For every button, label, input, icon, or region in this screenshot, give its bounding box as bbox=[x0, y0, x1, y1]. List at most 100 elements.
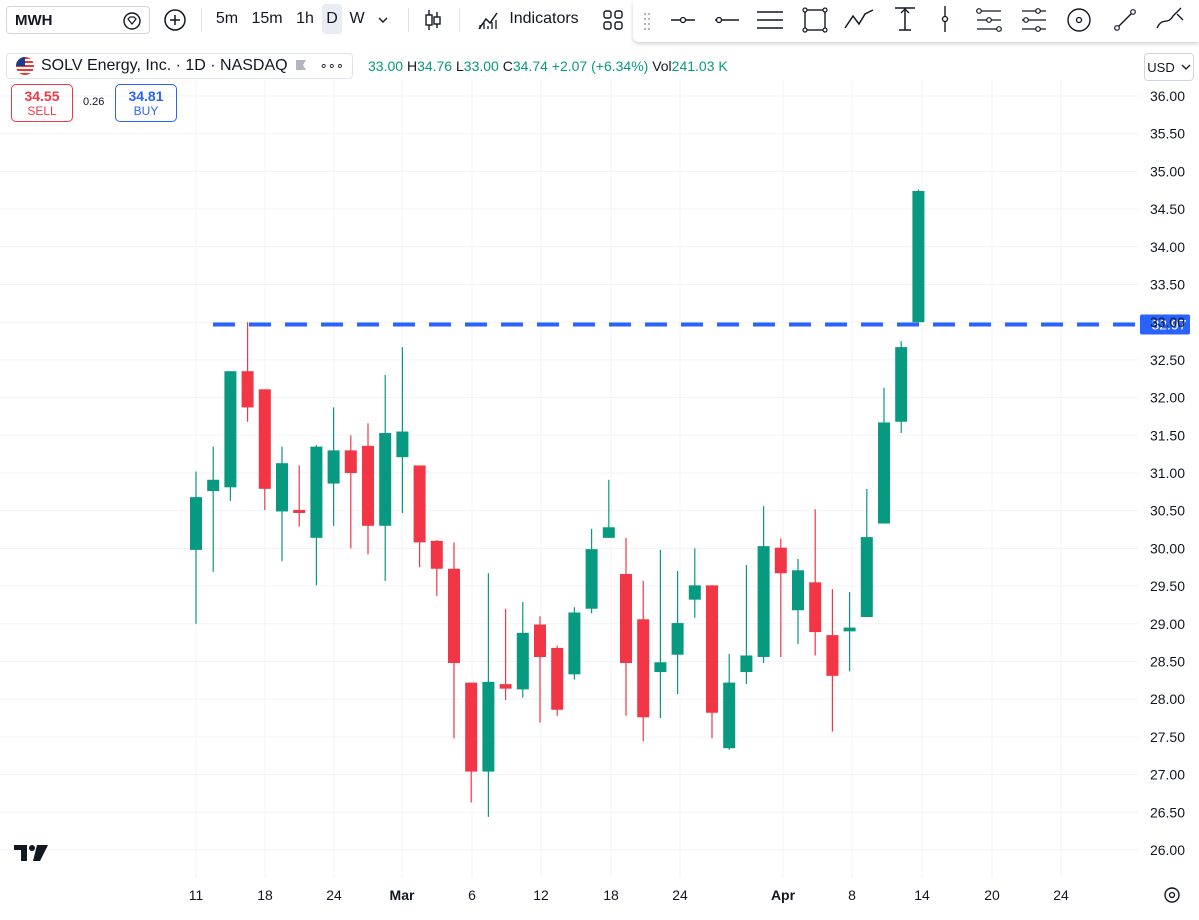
currency-select[interactable]: USD bbox=[1144, 53, 1194, 81]
candle-body bbox=[774, 547, 787, 574]
candle bbox=[207, 446, 220, 572]
indicators-icon[interactable] bbox=[476, 7, 500, 33]
candle bbox=[516, 601, 529, 698]
price-axis[interactable]: 26.00 26.50 27.00 27.50 28.00 28.50 29.00 29.50… bbox=[1150, 88, 1185, 858]
close-value: 34.74 bbox=[512, 58, 548, 74]
price-tick-label: 33.00 bbox=[1150, 314, 1185, 330]
volume-label: Vol bbox=[652, 58, 672, 74]
price-tick-label: 30.50 bbox=[1150, 503, 1185, 519]
sell-price: 34.55 bbox=[24, 88, 60, 104]
legend-title-box[interactable]: SOLV Energy, Inc. · 1D · NASDAQ ∘∘∘ bbox=[6, 53, 354, 79]
candle-body bbox=[293, 509, 306, 513]
timeframe-5m[interactable]: 5m bbox=[215, 10, 239, 27]
candle bbox=[706, 585, 718, 739]
candle-body bbox=[465, 682, 478, 772]
timeframe-15m[interactable]: 15m bbox=[251, 10, 283, 27]
timeframe-d[interactable]: D bbox=[322, 4, 342, 34]
candle-body bbox=[637, 619, 650, 718]
rectangle-icon[interactable] bbox=[801, 6, 829, 34]
diamond-icon[interactable] bbox=[122, 11, 142, 31]
candle-body bbox=[860, 537, 873, 618]
path-icon[interactable] bbox=[843, 6, 875, 34]
price-tick-label: 29.50 bbox=[1150, 578, 1185, 594]
candle bbox=[620, 537, 632, 716]
price-tick-label: 31.00 bbox=[1150, 465, 1185, 481]
high-label: H bbox=[406, 58, 418, 74]
close-label: C bbox=[502, 58, 513, 74]
candle-body bbox=[448, 568, 460, 664]
layout-grid-icon[interactable] bbox=[602, 9, 624, 31]
settings-icon[interactable] bbox=[1164, 887, 1180, 903]
time-tick-label: 24 bbox=[672, 887, 688, 903]
high-value: 34.76 bbox=[417, 58, 453, 74]
horizontal-line-icon[interactable] bbox=[713, 8, 741, 32]
flag-icon[interactable] bbox=[294, 58, 308, 74]
price-tick-label: 27.00 bbox=[1150, 767, 1185, 783]
candle bbox=[430, 540, 443, 596]
candles-icon[interactable] bbox=[421, 7, 445, 33]
drag-handle-icon[interactable] bbox=[643, 12, 651, 30]
candle-body bbox=[310, 446, 323, 538]
time-tick-label: 11 bbox=[189, 887, 204, 903]
buy-price: 34.81 bbox=[128, 88, 164, 104]
timeframe-w[interactable]: W bbox=[349, 10, 365, 27]
open-value: 33.00 bbox=[368, 58, 404, 74]
symbol-search[interactable]: MWH bbox=[6, 6, 150, 34]
legend-title: SOLV Energy, Inc. · 1D · NASDAQ bbox=[41, 57, 288, 74]
candle-body bbox=[482, 681, 495, 772]
candle-body bbox=[396, 431, 409, 458]
price-tick-label: 35.00 bbox=[1150, 163, 1185, 179]
candle bbox=[895, 341, 908, 434]
price-tick-label: 32.00 bbox=[1150, 390, 1185, 406]
time-tick-label: 18 bbox=[257, 887, 273, 903]
chevron-down-icon[interactable] bbox=[377, 14, 389, 26]
candle bbox=[362, 423, 374, 555]
buy-button[interactable]: 34.81 BUY bbox=[115, 84, 177, 122]
candle-body bbox=[723, 682, 736, 749]
long-position-icon[interactable] bbox=[891, 4, 919, 34]
price-tick-label: 31.50 bbox=[1150, 427, 1185, 443]
legend-more-button[interactable]: ∘∘∘ bbox=[319, 58, 345, 73]
time-axis[interactable]: 11 18 24 Mar 6 12 18 24 Apr 8 14 20 24 bbox=[189, 887, 1069, 903]
price-tick-label: 32.50 bbox=[1150, 352, 1185, 368]
candle bbox=[774, 538, 787, 657]
candle-body bbox=[706, 585, 718, 713]
indicators-button[interactable]: Indicators bbox=[509, 10, 579, 27]
candle bbox=[792, 558, 804, 645]
candle-body bbox=[551, 647, 564, 710]
candle-body bbox=[602, 527, 615, 538]
time-tick-label: Apr bbox=[771, 887, 796, 903]
ohlc-values: 33.00 H34.76 L33.00 C34.74 +2.07 (+6.34%… bbox=[368, 58, 728, 74]
level-price-badge bbox=[1140, 314, 1190, 335]
add-symbol-icon[interactable] bbox=[163, 8, 187, 32]
trend-line-icon[interactable] bbox=[1111, 6, 1139, 34]
us-flag-icon bbox=[16, 57, 34, 75]
candle-body bbox=[413, 465, 426, 543]
candle-body bbox=[895, 347, 908, 422]
candle bbox=[723, 653, 736, 750]
price-tick-label: 26.00 bbox=[1150, 842, 1185, 858]
time-tick-label: 24 bbox=[326, 887, 342, 903]
circle-icon[interactable] bbox=[1065, 6, 1093, 34]
candle bbox=[654, 549, 667, 719]
timeframe-1h[interactable]: 1h bbox=[296, 10, 314, 27]
horizontal-ray-icon[interactable] bbox=[669, 8, 697, 32]
candle bbox=[448, 542, 460, 739]
price-level-line[interactable]: 32.97 bbox=[213, 314, 1190, 335]
fib-icon[interactable] bbox=[973, 6, 1003, 34]
level-price-label: 32.97 bbox=[1151, 316, 1186, 332]
candle-body bbox=[362, 445, 374, 526]
candle bbox=[585, 528, 598, 614]
time-tick-label: 20 bbox=[984, 887, 1000, 903]
vertical-line-icon[interactable] bbox=[937, 4, 953, 34]
candle bbox=[293, 465, 306, 527]
pitchfork-icon[interactable] bbox=[1018, 6, 1048, 34]
price-tick-label: 35.50 bbox=[1150, 126, 1185, 142]
sell-button[interactable]: 34.55 SELL bbox=[11, 84, 73, 122]
brush-icon[interactable] bbox=[1153, 4, 1187, 34]
time-tick-label: Mar bbox=[390, 887, 415, 903]
candle bbox=[671, 571, 684, 694]
price-tick-label: 29.00 bbox=[1150, 616, 1185, 632]
parallel-channel-icon[interactable] bbox=[755, 6, 785, 34]
